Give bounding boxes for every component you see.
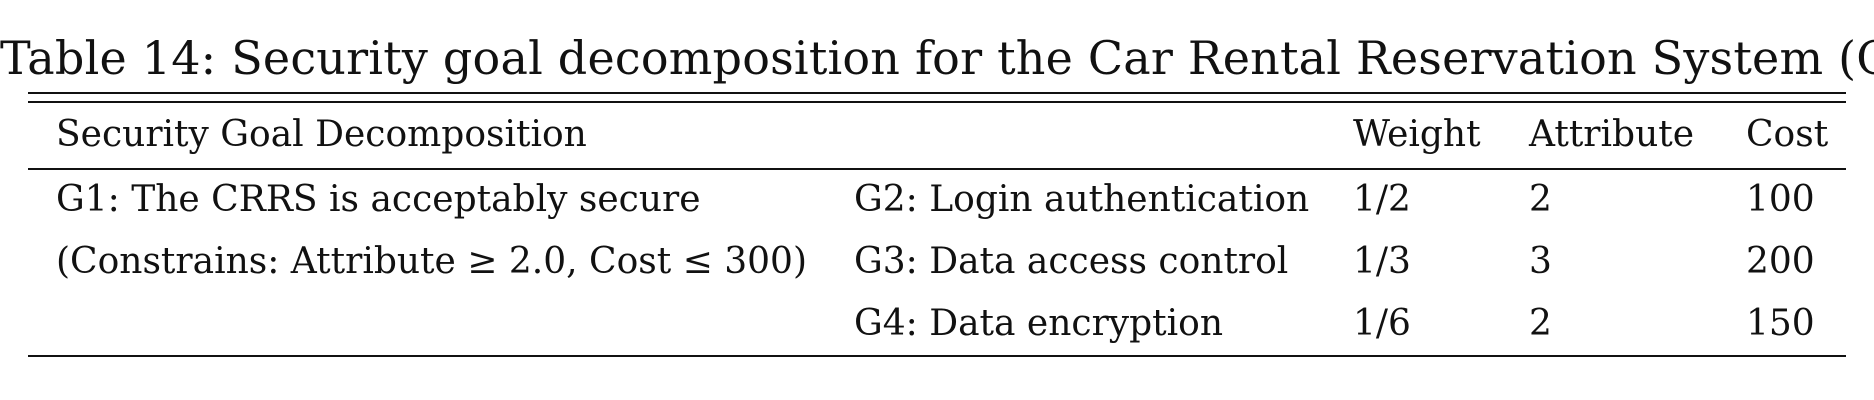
attribute-cell: 2: [1529, 303, 1552, 344]
weight-cell: 1/6: [1353, 303, 1411, 344]
cost-cell: 150: [1746, 303, 1815, 344]
weight-cell: 1/3: [1353, 241, 1411, 282]
table-caption: Table 14: Security goal decomposition fo…: [0, 31, 1874, 85]
attribute-cell: 3: [1529, 241, 1552, 282]
cost-cell: 200: [1746, 241, 1815, 282]
attribute-cell: 2: [1529, 179, 1552, 220]
table-header-rule: [28, 168, 1846, 170]
table-top-rule-inner: [28, 101, 1846, 103]
weight-cell: 1/2: [1353, 179, 1411, 220]
header-attribute: Attribute: [1529, 114, 1695, 155]
subgoal-cell: G2: Login authentication: [854, 179, 1310, 220]
table-top-rule: [28, 92, 1846, 94]
cost-cell: 100: [1746, 179, 1815, 220]
header-decomposition: Security Goal Decomposition: [56, 114, 587, 155]
top-goal-text: G1: The CRRS is acceptably secure: [56, 179, 701, 220]
header-weight: Weight: [1353, 114, 1481, 155]
subgoal-cell: G4: Data encryption: [854, 303, 1224, 344]
subgoal-cell: G3: Data access control: [854, 241, 1289, 282]
header-cost: Cost: [1746, 114, 1829, 155]
top-goal-constraints: (Constrains: Attribute ≥ 2.0, Cost ≤ 300…: [56, 241, 807, 282]
table-bottom-rule: [28, 355, 1846, 357]
